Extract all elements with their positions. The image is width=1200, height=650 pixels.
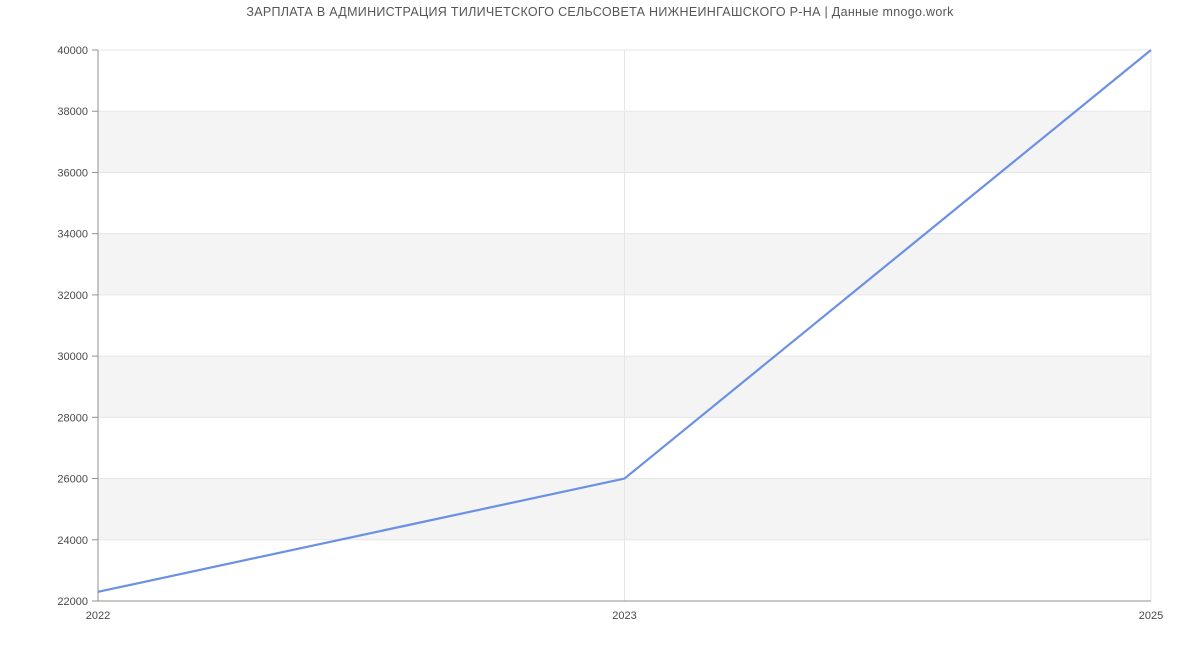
- y-tick-label: 30000: [57, 351, 88, 363]
- vertical-gridlines: [624, 50, 1152, 601]
- salary-line: [97, 49, 1152, 593]
- y-tick-label: 24000: [57, 535, 88, 547]
- y-tick-label: 22000: [57, 596, 88, 608]
- x-tick-label: 2022: [86, 610, 110, 622]
- y-tick-label: 36000: [57, 167, 88, 179]
- y-tick-label: 32000: [57, 290, 88, 302]
- chart-title: ЗАРПЛАТА В АДМИНИСТРАЦИЯ ТИЛИЧЕТСКОГО СЕ…: [246, 5, 954, 19]
- y-tick-label: 34000: [57, 229, 88, 241]
- x-tick-label: 2023: [612, 610, 636, 622]
- series-line: [97, 49, 1152, 593]
- y-tick-label: 40000: [57, 45, 88, 57]
- y-tick-label: 26000: [57, 474, 88, 486]
- y-axis-labels: 22000 24000 26000 28000 30000 32000 34000 36000…: [57, 45, 88, 608]
- x-axis-labels: 2022 2023 2025: [86, 610, 1163, 622]
- axes: [92, 49, 1151, 602]
- x-tick-label: 2025: [1139, 610, 1163, 622]
- y-tick-label: 38000: [57, 106, 88, 118]
- y-tick-label: 28000: [57, 412, 88, 424]
